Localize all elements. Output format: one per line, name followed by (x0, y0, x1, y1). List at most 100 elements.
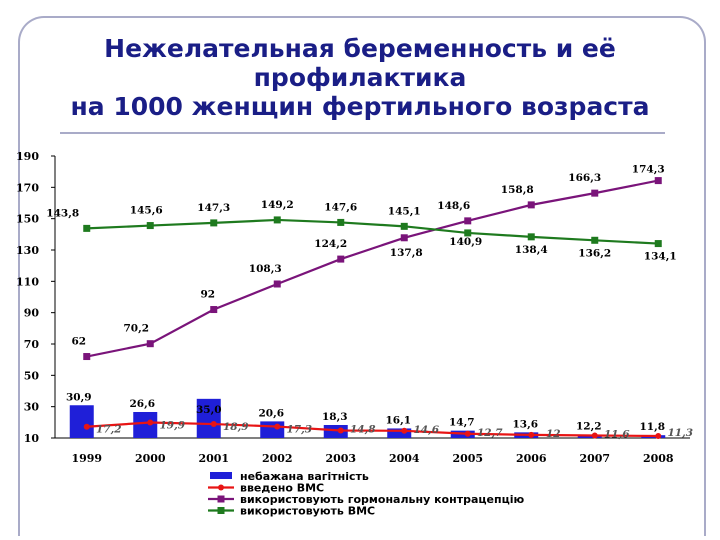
iud-users-point (83, 224, 91, 232)
y-tick-label: 110 (16, 275, 39, 288)
iud-users-data-label: 149,2 (261, 199, 294, 211)
iud-users-data-label: 145,6 (130, 205, 163, 217)
iud-inserted-point (401, 427, 408, 434)
y-tick-label: 130 (16, 244, 39, 257)
iud-users-data-label: 134,1 (644, 251, 677, 263)
iud-users-data-label: 147,6 (324, 201, 357, 213)
bar (196, 398, 221, 438)
iud-inserted-data-label: 11,3 (667, 427, 693, 439)
bar (69, 405, 94, 438)
hormonal-contraception-point (591, 189, 599, 197)
hormonal-contraception-data-label: 148,6 (437, 200, 470, 212)
bar-data-label: 30,9 (66, 391, 92, 403)
x-tick-label: 2003 (325, 452, 356, 465)
iud-users-point (464, 229, 472, 237)
iud-inserted-line (86, 421, 659, 438)
iud-users-point (400, 222, 408, 230)
iud-users-data-label: 140,9 (449, 236, 482, 248)
iud-users-point (273, 216, 281, 224)
legend-label: використовують ВМС (240, 505, 375, 518)
x-tick-label: 2007 (579, 452, 610, 465)
iud-inserted-point (147, 419, 154, 426)
hormonal-contraception-data-label: 158,8 (501, 184, 534, 196)
hormonal-contraception-data-label: 92 (200, 289, 215, 301)
y-tick-label: 50 (24, 369, 40, 382)
hormonal-contraception-point (210, 306, 218, 314)
iud-inserted-point (210, 421, 217, 428)
x-tick-label: 2001 (198, 452, 229, 465)
iud-inserted-data-label: 14,8 (350, 423, 376, 435)
legend-label: використовують гормональну контрацепцію (240, 493, 525, 506)
iud-inserted-point (337, 427, 344, 434)
y-tick-label: 170 (16, 181, 39, 194)
hormonal-contraception-data-label: 70,2 (123, 323, 149, 335)
bar-data-label: 18,3 (322, 411, 348, 423)
iud-users-data-label: 136,2 (578, 247, 611, 259)
x-tick-label: 2006 (516, 452, 547, 465)
x-tick-label: 2002 (262, 452, 293, 465)
title-line-2: профилактика (253, 63, 467, 92)
x-tick-label: 2005 (452, 452, 483, 465)
bar (133, 411, 158, 438)
hormonal-contraception-point (273, 280, 281, 288)
bar-data-label: 11,8 (639, 421, 665, 433)
legend-swatch-marker (217, 507, 225, 514)
x-tick-label: 2004 (389, 452, 420, 465)
legend-swatch-marker (218, 484, 224, 491)
hormonal-contraception-data-label: 137,8 (390, 247, 423, 259)
hormonal-contraception-data-label: 166,3 (568, 172, 601, 184)
iud-inserted-data-label: 17,3 (286, 424, 312, 436)
y-tick-label: 190 (16, 150, 39, 163)
x-tick-label: 2000 (135, 452, 166, 465)
iud-inserted-point (528, 431, 535, 438)
bar-data-label: 20,6 (258, 407, 284, 419)
bar-data-label: 13,6 (512, 418, 538, 430)
iud-users-data-label: 143,8 (46, 207, 79, 219)
hormonal-contraception-point (527, 201, 535, 209)
iud-inserted-data-label: 12 (546, 428, 561, 440)
y-tick-label: 30 (24, 401, 40, 414)
bar (260, 421, 285, 438)
x-tick-label: 1999 (71, 452, 102, 465)
hormonal-contraception-data-label: 174,3 (632, 164, 665, 176)
hormonal-contraception-point (146, 340, 154, 348)
bar-data-label: 12,2 (576, 421, 602, 433)
iud-inserted-data-label: 18,9 (223, 421, 249, 433)
iud-users-point (654, 240, 662, 248)
iud-users-data-label: 147,3 (197, 202, 230, 214)
iud-users-data-label: 145,1 (388, 205, 421, 217)
iud-inserted-data-label: 11,6 (604, 428, 630, 440)
iud-inserted-data-label: 12,7 (477, 427, 503, 439)
hormonal-contraception-data-label: 124,2 (314, 238, 347, 250)
y-tick-label: 90 (24, 307, 40, 320)
hormonal-contraception-point (654, 177, 662, 185)
iud-inserted-data-label: 14,6 (413, 424, 439, 436)
y-tick-label: 70 (24, 338, 40, 351)
legend-label: небажана вагітність (240, 470, 369, 483)
legend-swatch-marker (217, 495, 225, 503)
bar-data-label: 14,7 (449, 417, 475, 429)
iud-inserted-data-label: 19,9 (159, 419, 185, 431)
bar (387, 428, 412, 438)
iud-users-data-label: 138,4 (515, 244, 548, 256)
title-divider (60, 132, 665, 134)
legend-swatch-bar (210, 472, 232, 479)
hormonal-contraception-line (86, 179, 659, 358)
bar-data-label: 35,0 (196, 404, 222, 416)
iud-users-point (527, 233, 535, 241)
iud-users-point (337, 218, 345, 226)
hormonal-contraception-point (464, 217, 472, 225)
iud-users-point (591, 236, 599, 244)
x-tick-label: 2008 (643, 452, 674, 465)
hormonal-contraception-point (337, 255, 345, 263)
hormonal-contraception-data-label: 108,3 (249, 263, 282, 275)
hormonal-contraception-point (83, 353, 91, 361)
title-line-3: на 1000 женщин фертильного возраста (70, 92, 650, 121)
iud-users-point (210, 219, 218, 227)
legend-label: введено ВМС (240, 482, 324, 495)
bar-data-label: 16,1 (385, 414, 411, 426)
iud-users-point (146, 222, 154, 230)
title-line-1: Нежелательная беременность и её (104, 34, 616, 63)
iud-users-line (86, 218, 659, 245)
iud-inserted-point (464, 430, 471, 437)
